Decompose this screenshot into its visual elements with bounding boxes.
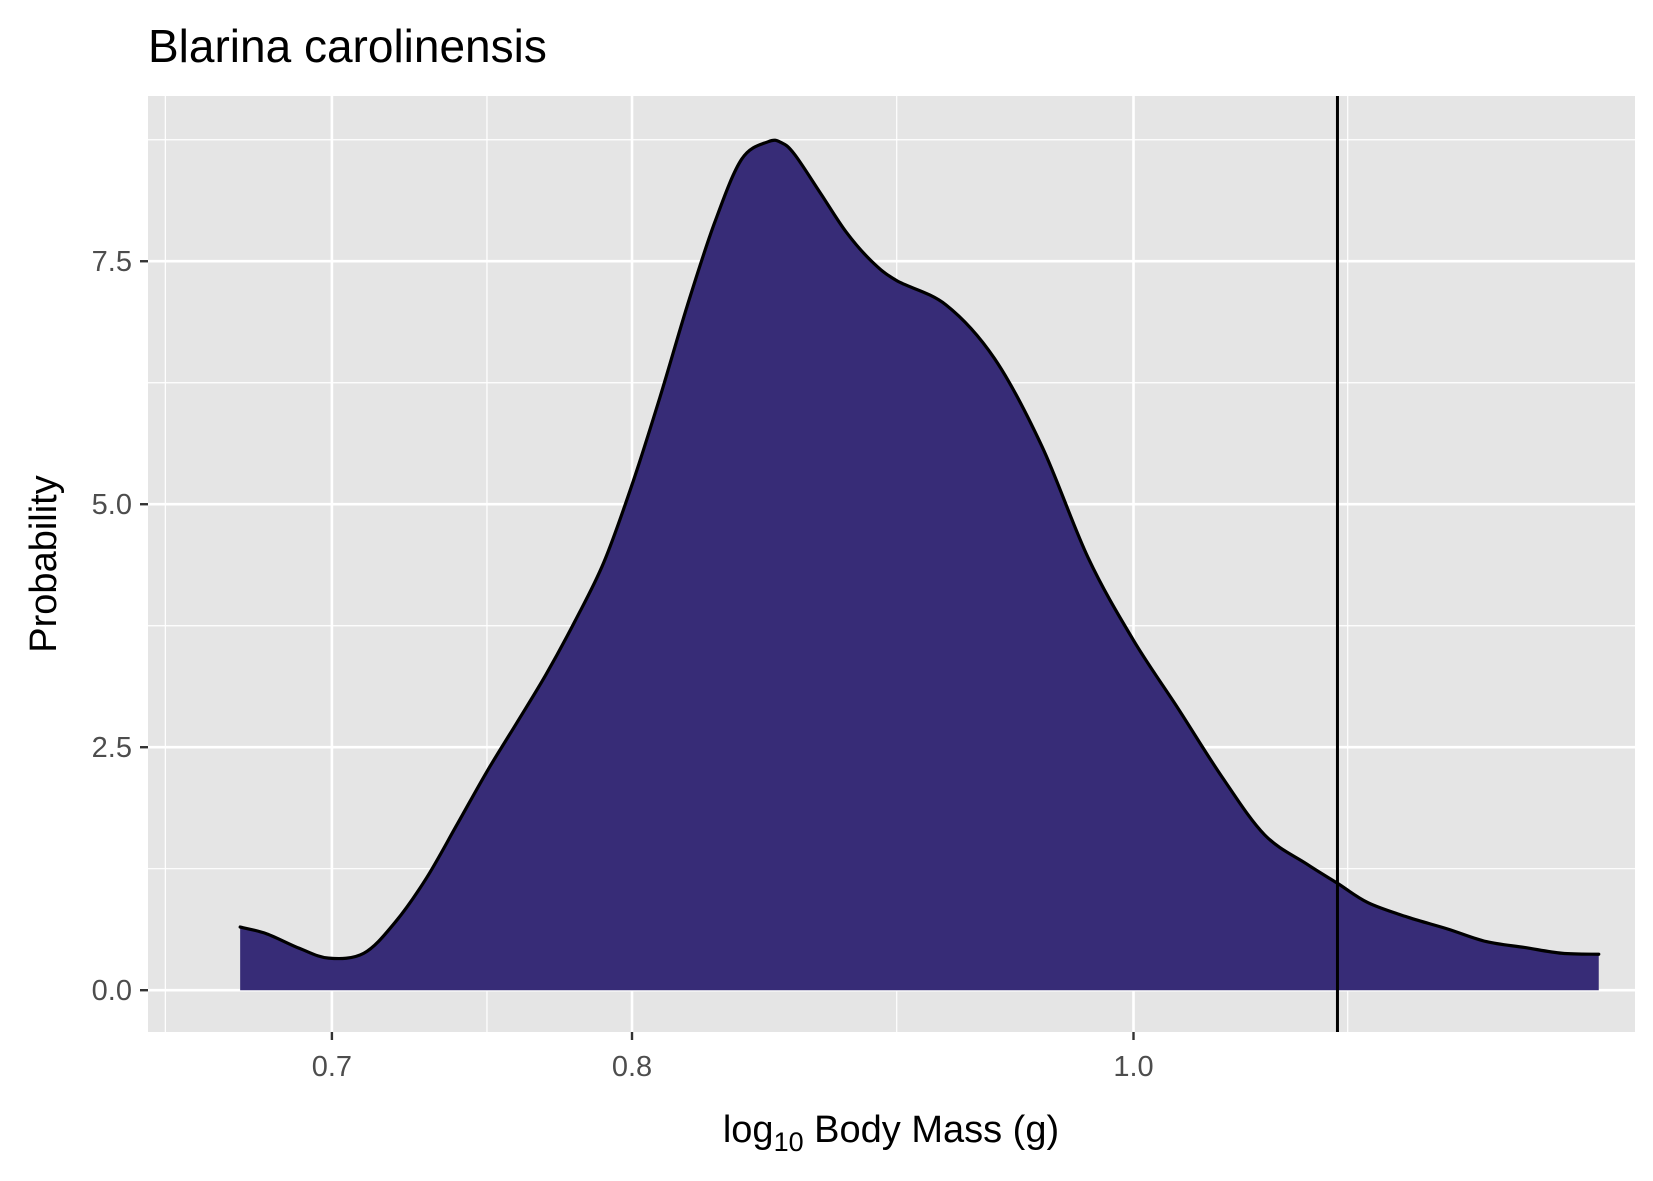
density-area [240, 140, 1599, 991]
x-tick-label: 0.7 [312, 1051, 352, 1083]
x-axis: 0.7 0.8 1.0 [312, 1032, 1154, 1083]
y-tick-label: 2.5 [92, 732, 132, 764]
x-axis-title-prefix: log [723, 1109, 774, 1151]
x-tick-label: 0.8 [612, 1051, 652, 1083]
y-tick-label: 7.5 [92, 246, 132, 278]
y-tick-label: 0.0 [92, 975, 132, 1007]
y-tick-label: 5.0 [92, 489, 132, 521]
chart-title: Blarina carolinensis [148, 20, 547, 72]
x-tick-label: 1.0 [1113, 1051, 1153, 1083]
y-axis-title: Probability [23, 475, 65, 652]
x-axis-title-subscript: 10 [774, 1127, 804, 1157]
x-axis-title-rest: Body Mass (g) [804, 1109, 1060, 1151]
y-axis: 0.0 2.5 5.0 7.5 [92, 246, 148, 1007]
x-axis-title: log10 Body Mass (g) [723, 1109, 1059, 1157]
density-curve [238, 138, 1601, 961]
